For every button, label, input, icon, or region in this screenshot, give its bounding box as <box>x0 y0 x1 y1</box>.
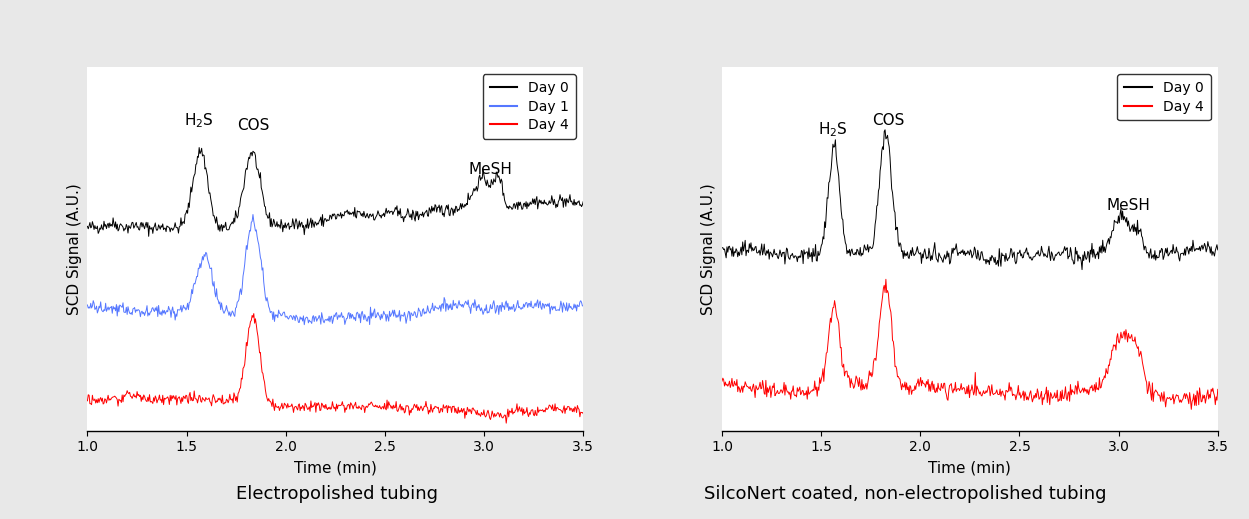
Text: Electropolished tubing: Electropolished tubing <box>236 485 438 503</box>
Legend: Day 0, Day 4: Day 0, Day 4 <box>1118 74 1210 120</box>
Text: H$_2$S: H$_2$S <box>818 120 848 139</box>
Text: COS: COS <box>237 118 270 133</box>
Text: MeSH: MeSH <box>1107 198 1150 213</box>
Text: MeSH: MeSH <box>468 162 512 177</box>
Text: COS: COS <box>872 113 904 128</box>
Y-axis label: SCD Signal (A.U.): SCD Signal (A.U.) <box>702 183 717 315</box>
Y-axis label: SCD Signal (A.U.): SCD Signal (A.U.) <box>67 183 82 315</box>
Legend: Day 0, Day 1, Day 4: Day 0, Day 1, Day 4 <box>482 74 576 139</box>
Text: H$_2$S: H$_2$S <box>184 112 214 130</box>
X-axis label: Time (min): Time (min) <box>294 460 377 475</box>
Text: SilcoNert coated, non-electropolished tubing: SilcoNert coated, non-electropolished tu… <box>704 485 1107 503</box>
X-axis label: Time (min): Time (min) <box>928 460 1012 475</box>
